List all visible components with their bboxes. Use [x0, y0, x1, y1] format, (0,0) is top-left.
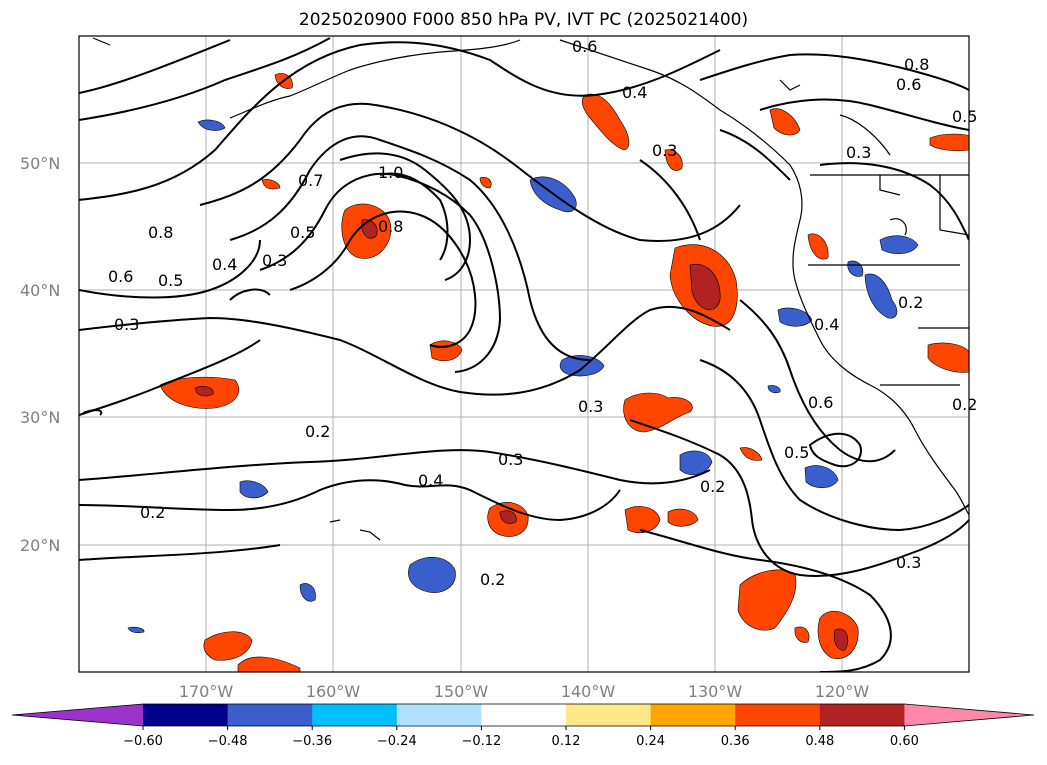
contour-label: 0.5 — [952, 107, 977, 126]
colorbar-extend-max — [904, 704, 1034, 726]
colorbar-tick-label: 0.12 — [552, 734, 581, 749]
colorbar-tick-label: 0.24 — [636, 734, 665, 749]
colorbar-segment — [481, 704, 567, 726]
longitude-labels: 170°W 160°W 150°W 140°W 130°W 120°W — [179, 682, 870, 701]
lon-label-140w: 140°W — [561, 682, 616, 701]
contour-label: 0.8 — [378, 217, 403, 236]
contour-label: 0.4 — [418, 471, 443, 490]
colorbar-extend-min — [12, 704, 143, 726]
lat-label-20n: 20°N — [20, 536, 60, 555]
contour-label: 0.5 — [158, 271, 183, 290]
lon-label-170w: 170°W — [179, 682, 234, 701]
colorbar-segment — [143, 704, 229, 726]
contour-label: 1.0 — [378, 163, 403, 182]
colorbar-tick-label: −0.60 — [123, 734, 163, 749]
map-title: 2025020900 F000 850 hPa PV, IVT PC (2025… — [298, 10, 749, 30]
lat-label-30n: 30°N — [20, 408, 60, 427]
contour-label: 0.4 — [814, 315, 839, 334]
contour-label: 0.2 — [952, 395, 977, 414]
gridlines — [79, 36, 969, 672]
contour-label: 0.2 — [898, 293, 923, 312]
colorbar-segment — [566, 704, 652, 726]
colorbar-ticks: −0.60 −0.48 −0.36 −0.24 −0.12 0.12 0.24 0.36 0.4… — [123, 726, 919, 749]
contour-label: 0.6 — [896, 75, 921, 94]
colorbar-segment — [312, 704, 398, 726]
colorbar-tick-label: 0.36 — [721, 734, 750, 749]
lon-label-130w: 130°W — [688, 682, 743, 701]
contour-label: 0.3 — [578, 397, 603, 416]
pv-contour-lines — [79, 37, 969, 672]
contour-label: 0.8 — [904, 55, 929, 74]
contour-label: 0.5 — [290, 223, 315, 242]
colorbar-tick-label: −0.48 — [208, 734, 248, 749]
colorbar-segment — [650, 704, 736, 726]
colorbar-tick-label: −0.24 — [377, 734, 417, 749]
contour-label: 0.6 — [572, 37, 597, 56]
contour-label: 0.6 — [108, 267, 133, 286]
colorbar-segment — [735, 704, 821, 726]
contour-label: 0.4 — [622, 83, 647, 102]
colorbar-segment — [227, 704, 313, 726]
lon-label-150w: 150°W — [434, 682, 489, 701]
colorbar-tick-label: 0.48 — [805, 734, 834, 749]
contour-label: 0.3 — [498, 450, 523, 469]
contour-label: 0.2 — [700, 477, 725, 496]
lon-label-120w: 120°W — [815, 682, 870, 701]
contour-label: 0.8 — [148, 223, 173, 242]
colorbar — [11, 703, 1035, 727]
colorbar-segment — [396, 704, 482, 726]
lat-label-50n: 50°N — [20, 154, 60, 173]
latitude-labels: 50°N 40°N 30°N 20°N — [20, 154, 60, 555]
contour-label: 0.5 — [784, 443, 809, 462]
colorbar-tick-label: 0.60 — [890, 734, 919, 749]
contour-label: 0.4 — [212, 255, 237, 274]
contour-label: 0.2 — [140, 503, 165, 522]
lon-label-160w: 160°W — [306, 682, 361, 701]
coastlines — [92, 37, 969, 541]
contour-label: 0.3 — [114, 315, 139, 334]
plot-frame — [78, 35, 970, 673]
contour-label: 0.7 — [298, 171, 323, 190]
contour-label: 0.2 — [480, 570, 505, 589]
colorbar-tick-label: −0.12 — [461, 734, 501, 749]
contour-label: 0.3 — [896, 553, 921, 572]
contour-label: 0.6 — [808, 393, 833, 412]
plot-area — [79, 36, 969, 672]
contour-label: 0.3 — [652, 141, 677, 160]
contour-label-group: 0.6 0.4 0.3 1.0 0.8 0.7 0.5 0.3 0.8 0.6 … — [108, 37, 977, 589]
contour-label: 0.2 — [305, 422, 330, 441]
colorbar-tick-label: −0.36 — [292, 734, 332, 749]
colorbar-segment — [819, 704, 905, 726]
contour-label: 0.3 — [846, 143, 871, 162]
lat-label-40n: 40°N — [20, 281, 60, 300]
contour-label: 0.3 — [262, 251, 287, 270]
